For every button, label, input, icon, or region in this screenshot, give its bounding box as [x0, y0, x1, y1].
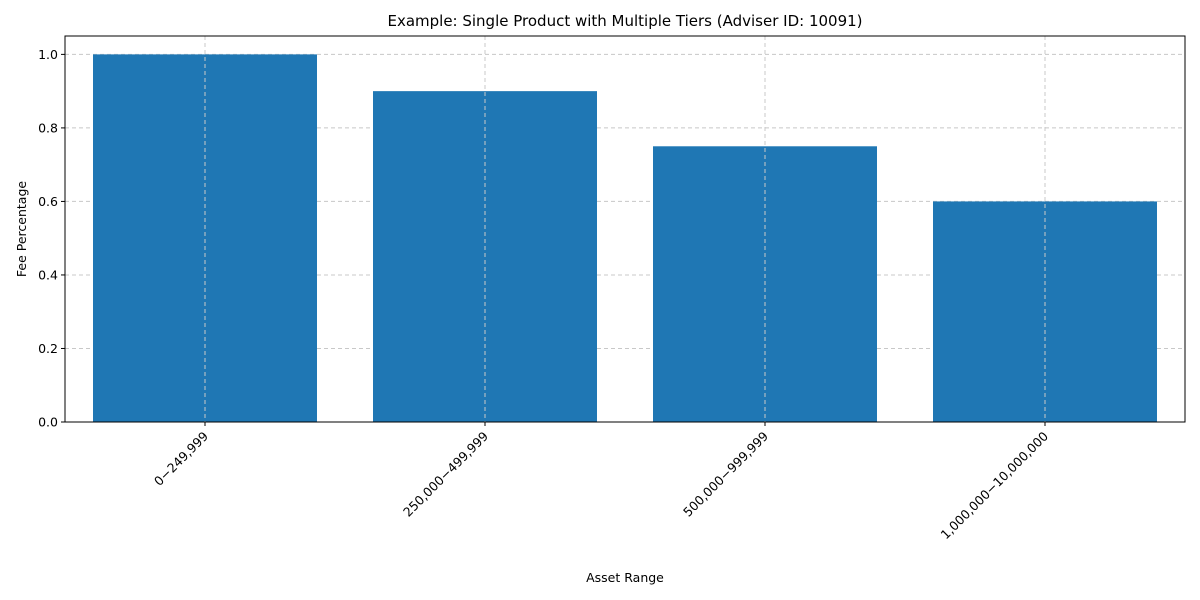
y-tick-label: 0.0 — [38, 415, 58, 430]
chart-title: Example: Single Product with Multiple Ti… — [387, 12, 862, 30]
x-tick-label: 500,000−999,999 — [680, 428, 771, 519]
x-tick-label: 250,000−499,999 — [400, 428, 491, 519]
x-axis-ticks: 0−249,999 250,000−499,999 500,000−999,999 1… — [151, 422, 1051, 542]
plot-frame — [64, 35, 1186, 423]
x-tick-label: 1,000,000−10,000,000 — [938, 428, 1052, 542]
y-tick-label: 0.2 — [38, 341, 58, 356]
x-axis-label: Asset Range — [586, 570, 664, 585]
bars — [93, 54, 1157, 423]
y-tick-label: 0.4 — [38, 267, 58, 282]
y-tick-label: 0.8 — [38, 120, 58, 135]
y-tick-label: 1.0 — [38, 47, 58, 62]
vertical-grid — [204, 36, 1046, 422]
y-axis-label: Fee Percentage — [14, 181, 29, 277]
y-axis-ticks: 0.0 0.2 0.4 0.6 0.8 1.0 — [38, 47, 65, 430]
x-tick-label: 0−249,999 — [151, 428, 211, 488]
y-tick-label: 0.6 — [38, 194, 58, 209]
